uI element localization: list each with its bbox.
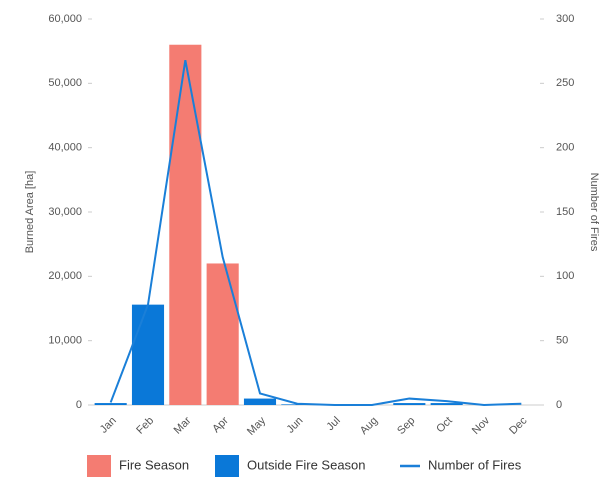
- bar: [393, 403, 426, 405]
- y2-tick-label: 250: [556, 77, 574, 89]
- y-tick-label: 60,000: [48, 13, 82, 25]
- x-tick-label: Jun: [284, 415, 305, 436]
- y-tick-label: 10,000: [48, 335, 82, 347]
- y-tick-label: 30,000: [48, 206, 82, 218]
- y-axis-title: Burned Area [ha]: [24, 171, 36, 254]
- x-tick-label: Aug: [358, 415, 380, 437]
- y-tick-label: 40,000: [48, 142, 82, 154]
- line: [109, 59, 522, 407]
- y2-tick-label: 50: [556, 335, 568, 347]
- x-tick-label: Apr: [210, 414, 231, 435]
- x-tick-label: Jul: [324, 415, 342, 433]
- bar: [94, 403, 127, 405]
- x-tick-label: Dec: [507, 414, 530, 437]
- bar: [206, 263, 239, 405]
- x-tick-label: Nov: [470, 414, 493, 437]
- bar: [131, 304, 165, 405]
- y2-tick-label: 200: [556, 142, 574, 154]
- x-tick-label: Mar: [172, 414, 194, 436]
- legend-swatch: [215, 455, 239, 477]
- legend-label: Number of Fires: [428, 457, 522, 472]
- y-tick-label: 0: [76, 399, 82, 411]
- legend-swatch: [87, 455, 111, 477]
- bar: [169, 44, 202, 405]
- y-tick-label: 50,000: [48, 77, 82, 89]
- y2-tick-label: 100: [556, 270, 574, 282]
- legend-label: Fire Season: [119, 457, 189, 472]
- x-tick-label: Feb: [134, 415, 156, 437]
- y2-tick-label: 0: [556, 399, 562, 411]
- x-tick-label: May: [245, 414, 269, 438]
- bar: [430, 403, 463, 405]
- y2-tick-label: 300: [556, 13, 574, 25]
- x-tick-label: Jan: [98, 415, 119, 436]
- y2-axis-title: Number of Fires: [588, 173, 600, 252]
- y2-tick-label: 150: [556, 206, 574, 218]
- y-tick-label: 20,000: [48, 270, 82, 282]
- x-tick-label: Sep: [395, 415, 417, 437]
- x-tick-label: Oct: [434, 415, 455, 436]
- bar: [243, 398, 277, 405]
- legend-label: Outside Fire Season: [247, 457, 366, 472]
